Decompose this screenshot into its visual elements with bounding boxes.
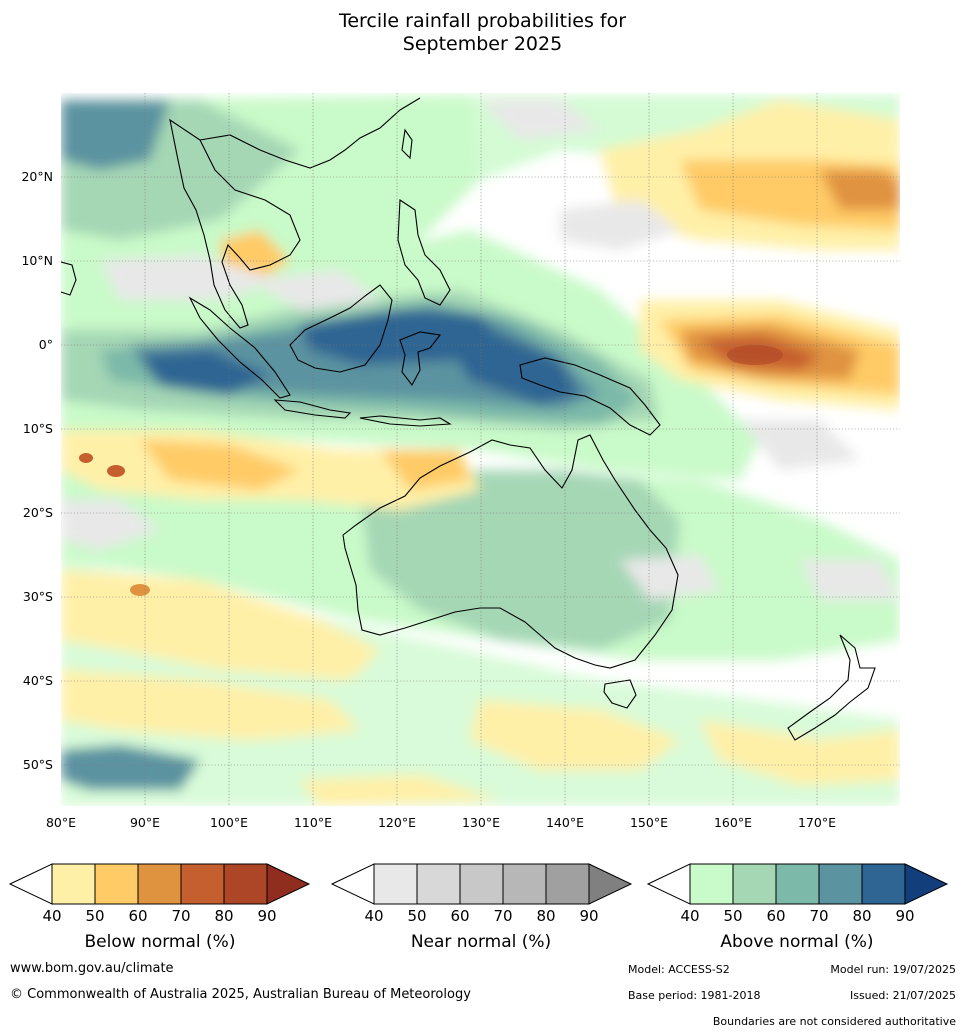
lon-label: 80°E [46, 815, 76, 830]
colorbar-tick-label: 60 [450, 907, 469, 925]
title-line-2: September 2025 [402, 33, 563, 55]
colorbar-extend-high [904, 863, 949, 905]
website-link[interactable]: www.bom.gov.au/climate [10, 961, 174, 976]
lat-label: 10°N [21, 253, 53, 268]
base-period: Base period: 1981-2018 [628, 989, 761, 1002]
colorbar-below-title: Below normal (%) [84, 932, 236, 952]
colorbar-extend-high [266, 863, 311, 905]
colorbar-tick-label: 50 [407, 907, 426, 925]
colorbar-tick-label: 80 [214, 907, 233, 925]
lat-label: 10°S [23, 421, 53, 436]
colorbar-segment [416, 863, 461, 905]
issued-date: Issued: 21/07/2025 [849, 989, 956, 1002]
colorbar-tick-label: 40 [364, 907, 383, 925]
colorbar-above-title: Above normal (%) [720, 932, 874, 952]
colorbar-segment [775, 863, 820, 905]
colorbar-tick-label: 40 [680, 907, 699, 925]
colorbar-tick-label: 70 [809, 907, 828, 925]
colorbar-segment [180, 863, 225, 905]
colorbar-extend-low [8, 863, 53, 905]
colorbar-above-normal: 40 50 60 70 80 90 [646, 863, 949, 925]
colorbar-segment [689, 863, 734, 905]
colorbar-segment [545, 863, 590, 905]
coastlines [61, 97, 876, 741]
lat-label: 0° [39, 337, 53, 352]
lon-label: 100°E [210, 815, 248, 830]
lat-label: 40°S [23, 673, 53, 688]
colorbar-segment [223, 863, 268, 905]
lat-label: 20°S [23, 505, 53, 520]
colorbar-segment [137, 863, 182, 905]
colorbar-segment [861, 863, 906, 905]
graticule [61, 93, 900, 806]
longitude-labels: 80°E 90°E 100°E 110°E 120°E 130°E 140°E … [46, 815, 836, 830]
lon-label: 110°E [294, 815, 332, 830]
colorbar-tick-label: 70 [493, 907, 512, 925]
title-line-1: Tercile rainfall probabilities for [338, 10, 627, 32]
colorbar-extend-low [330, 863, 375, 905]
colorbar-tick-label: 80 [852, 907, 871, 925]
colorbar-near-title: Near normal (%) [410, 932, 552, 952]
colorbar-below-normal: 40 50 60 70 80 90 [8, 863, 311, 925]
model-run: Model run: 19/07/2025 [830, 963, 956, 976]
lon-label: 90°E [130, 815, 160, 830]
colorbar-tick-label: 60 [128, 907, 147, 925]
colorbar-tick-label: 60 [766, 907, 785, 925]
colorbar-segment [94, 863, 139, 905]
lon-label: 170°E [798, 815, 836, 830]
colorbar-tick-label: 80 [536, 907, 555, 925]
colorbar-tick-label: 50 [723, 907, 742, 925]
colorbar-tick-label: 90 [579, 907, 598, 925]
lon-label: 160°E [714, 815, 752, 830]
colorbar-tick-label: 40 [42, 907, 61, 925]
colorbar-segment [51, 863, 96, 905]
lat-label: 50°S [23, 757, 53, 772]
latitude-labels: 20°N 10°N 0° 10°S 20°S 30°S 40°S 50°S [21, 169, 53, 772]
lon-label: 150°E [630, 815, 668, 830]
lon-label: 120°E [378, 815, 416, 830]
boundaries-disclaimer: Boundaries are not considered authoritat… [712, 1015, 956, 1028]
lat-label: 20°N [21, 169, 53, 184]
lon-label: 140°E [546, 815, 584, 830]
colorbar-segment [373, 863, 418, 905]
colorbar-tick-label: 70 [171, 907, 190, 925]
colorbar-tick-label: 50 [85, 907, 104, 925]
lon-label: 130°E [462, 815, 500, 830]
map-title: Tercile rainfall probabilities for Septe… [0, 10, 965, 56]
colorbar-segment [818, 863, 863, 905]
colorbar-tick-label: 90 [895, 907, 914, 925]
colorbar-segment [502, 863, 547, 905]
lat-label: 30°S [23, 589, 53, 604]
colorbar-near-normal: 40 50 60 70 80 90 [330, 863, 633, 925]
colorbar-extend-high [588, 863, 633, 905]
model-name: Model: ACCESS-S2 [628, 963, 730, 976]
colorbar-extend-low [646, 863, 691, 905]
copyright-text: © Commonwealth of Australia 2025, Austra… [10, 987, 471, 1002]
colorbar-tick-label: 90 [257, 907, 276, 925]
colorbar-segment [732, 863, 777, 905]
probability-field [61, 93, 900, 806]
colorbar-segment [459, 863, 504, 905]
